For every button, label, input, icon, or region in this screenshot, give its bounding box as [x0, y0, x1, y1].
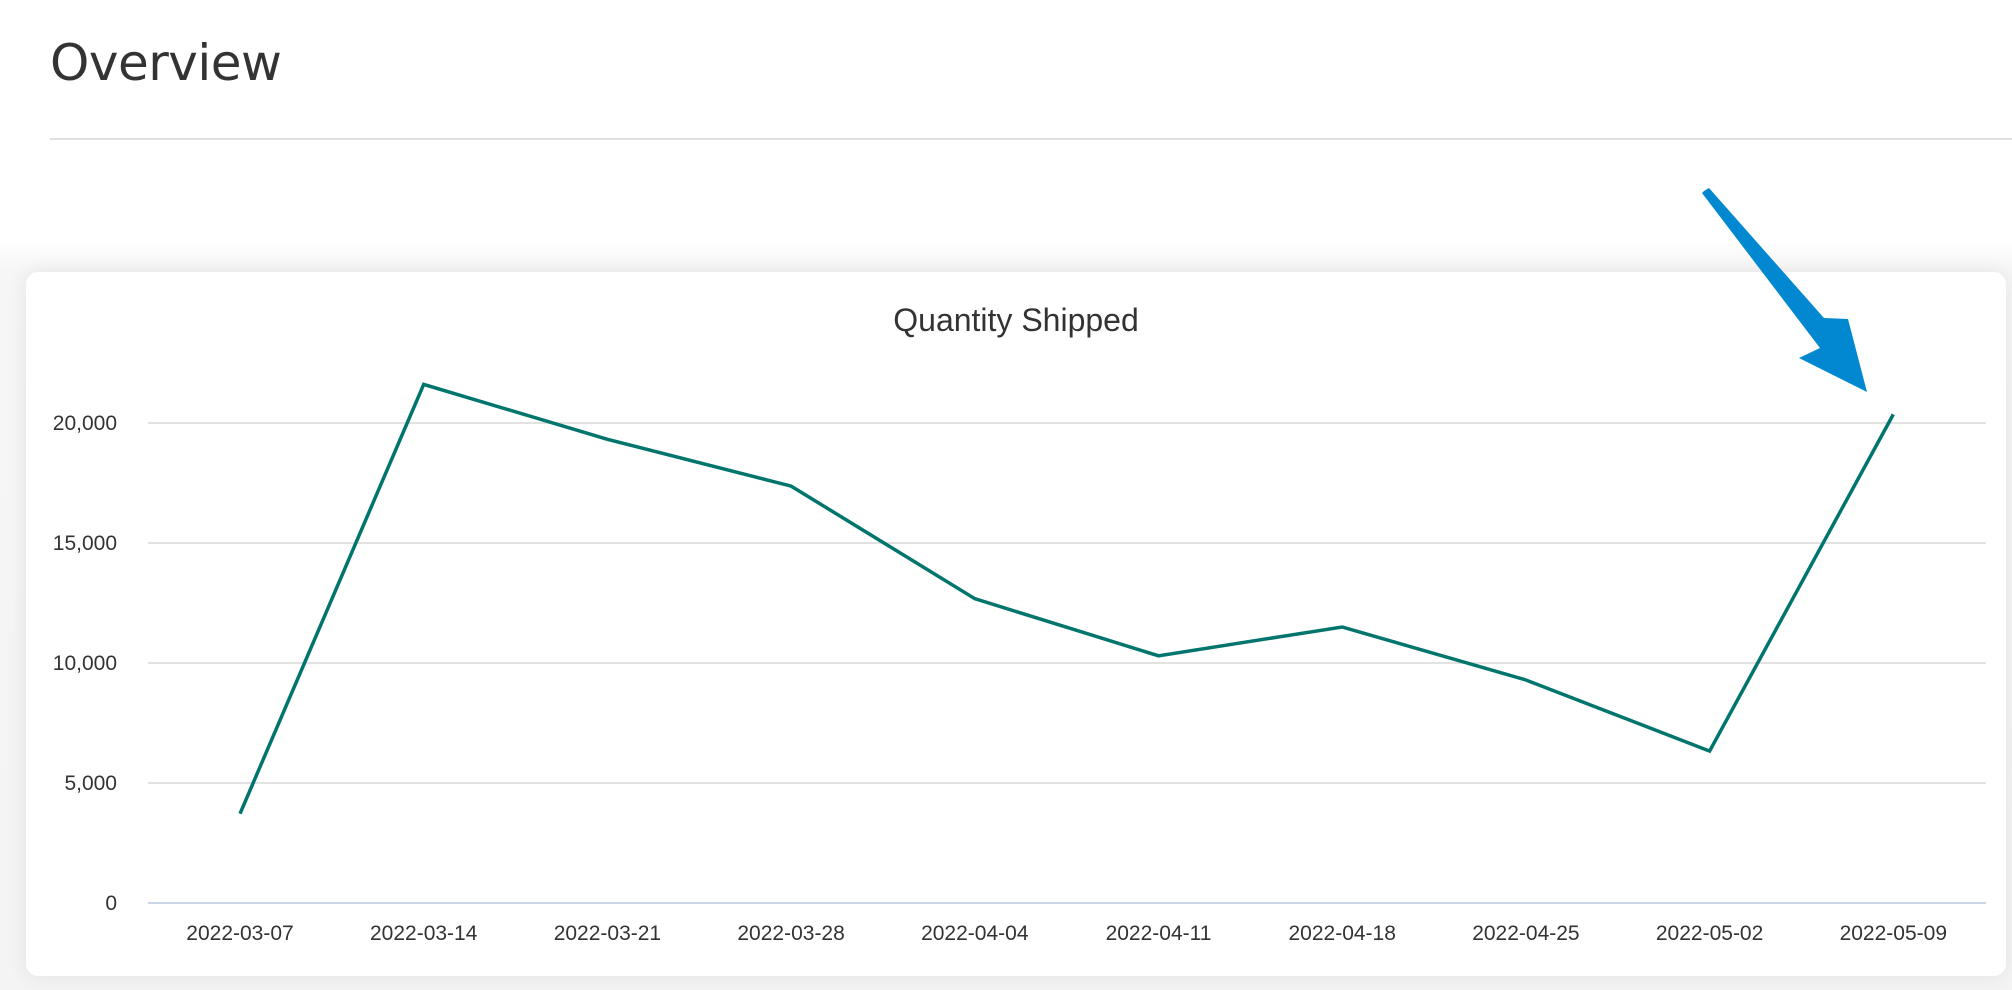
x-tick-label: 2022-05-02: [1656, 922, 1763, 945]
y-tick-label: 10,000: [53, 652, 117, 675]
x-axis-ticks: 2022-03-07 2022-03-14 2022-03-21 2022-03-28…: [186, 922, 1947, 945]
chart-card: [26, 272, 2006, 976]
x-tick-label: 2022-04-25: [1472, 922, 1579, 945]
x-tick-label: 2022-04-18: [1288, 922, 1395, 945]
x-tick-label: 2022-04-11: [1106, 922, 1212, 945]
gridlines: [148, 422, 1986, 904]
x-tick-label: 2022-03-28: [737, 922, 844, 945]
x-tick-label: 2022-04-04: [921, 922, 1029, 945]
series-line-quantity-shipped: [238, 382, 1895, 815]
y-tick-label: 5,000: [64, 772, 117, 795]
x-tick-label: 2022-03-21: [554, 922, 661, 945]
y-axis-ticks: 0 5,000 10,000 15,000 20,000: [53, 412, 117, 915]
x-tick-label: 2022-05-09: [1840, 922, 1947, 945]
annotation-arrow-icon: [1702, 188, 1867, 392]
y-tick-label: 0: [105, 892, 117, 915]
y-tick-label: 15,000: [53, 532, 117, 555]
page-title: Overview: [50, 34, 282, 92]
x-tick-label: 2022-03-07: [186, 922, 293, 945]
title-divider: [50, 138, 2012, 140]
y-tick-label: 20,000: [53, 412, 117, 435]
chart-title: Quantity Shipped: [893, 302, 1139, 338]
x-tick-label: 2022-03-14: [370, 922, 478, 945]
